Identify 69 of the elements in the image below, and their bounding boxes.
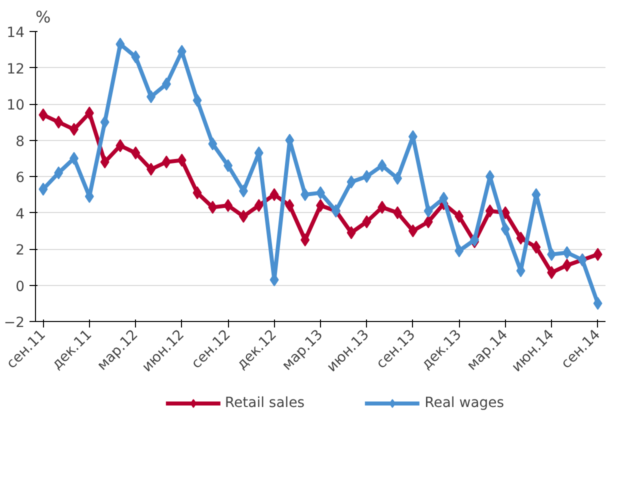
point bbox=[192, 94, 202, 107]
point bbox=[84, 106, 94, 120]
point bbox=[485, 204, 494, 218]
point bbox=[177, 154, 186, 167]
point bbox=[38, 108, 48, 122]
legend-label: Retail sales bbox=[224, 395, 305, 411]
point bbox=[162, 156, 171, 168]
point bbox=[238, 210, 248, 223]
y-tick-label: 14 bbox=[6, 25, 25, 41]
point bbox=[454, 244, 464, 258]
point bbox=[192, 186, 202, 200]
point bbox=[100, 156, 110, 168]
point bbox=[454, 210, 464, 223]
y-tick-label: 8 bbox=[16, 134, 25, 150]
point bbox=[116, 38, 125, 51]
point bbox=[224, 199, 233, 212]
point bbox=[146, 162, 156, 176]
point bbox=[224, 159, 233, 172]
y-tick-label: −2 bbox=[4, 315, 25, 331]
point bbox=[131, 146, 140, 160]
point bbox=[208, 200, 218, 214]
point bbox=[362, 215, 372, 228]
y-tick-label: 4 bbox=[16, 206, 25, 222]
point bbox=[254, 199, 264, 212]
point bbox=[593, 296, 602, 310]
point bbox=[408, 224, 418, 238]
point bbox=[238, 184, 248, 198]
point bbox=[439, 192, 448, 205]
point bbox=[100, 116, 110, 129]
point bbox=[362, 170, 372, 183]
point bbox=[177, 44, 186, 58]
point bbox=[424, 204, 433, 218]
point bbox=[500, 206, 510, 220]
legend-label: Real wages bbox=[424, 395, 504, 411]
point bbox=[300, 188, 310, 202]
point bbox=[70, 122, 79, 136]
point bbox=[146, 90, 156, 104]
point bbox=[532, 240, 541, 254]
point bbox=[54, 166, 64, 180]
y-tick-label: 10 bbox=[6, 98, 25, 114]
point bbox=[424, 215, 433, 228]
point bbox=[162, 78, 171, 91]
point bbox=[346, 175, 356, 188]
point bbox=[116, 139, 125, 152]
point bbox=[54, 116, 64, 129]
point bbox=[562, 246, 572, 260]
y-tick-label: 2 bbox=[16, 242, 25, 258]
point bbox=[346, 226, 356, 240]
y-tick-label: 6 bbox=[16, 170, 25, 186]
point bbox=[547, 248, 556, 261]
point bbox=[300, 233, 310, 246]
point bbox=[547, 266, 556, 280]
y-axis-title: % bbox=[36, 8, 51, 26]
point bbox=[270, 188, 279, 202]
point bbox=[516, 232, 526, 245]
point bbox=[131, 50, 140, 64]
point bbox=[38, 182, 48, 196]
point bbox=[208, 137, 218, 150]
point bbox=[393, 172, 402, 185]
point bbox=[285, 199, 294, 212]
point bbox=[393, 206, 402, 220]
point bbox=[593, 248, 602, 261]
y-tick-label: 0 bbox=[16, 278, 25, 295]
point bbox=[378, 200, 387, 214]
point bbox=[562, 258, 572, 272]
point bbox=[500, 222, 510, 236]
point bbox=[378, 159, 387, 172]
point bbox=[70, 152, 79, 165]
y-tick-label: 12 bbox=[6, 61, 25, 78]
